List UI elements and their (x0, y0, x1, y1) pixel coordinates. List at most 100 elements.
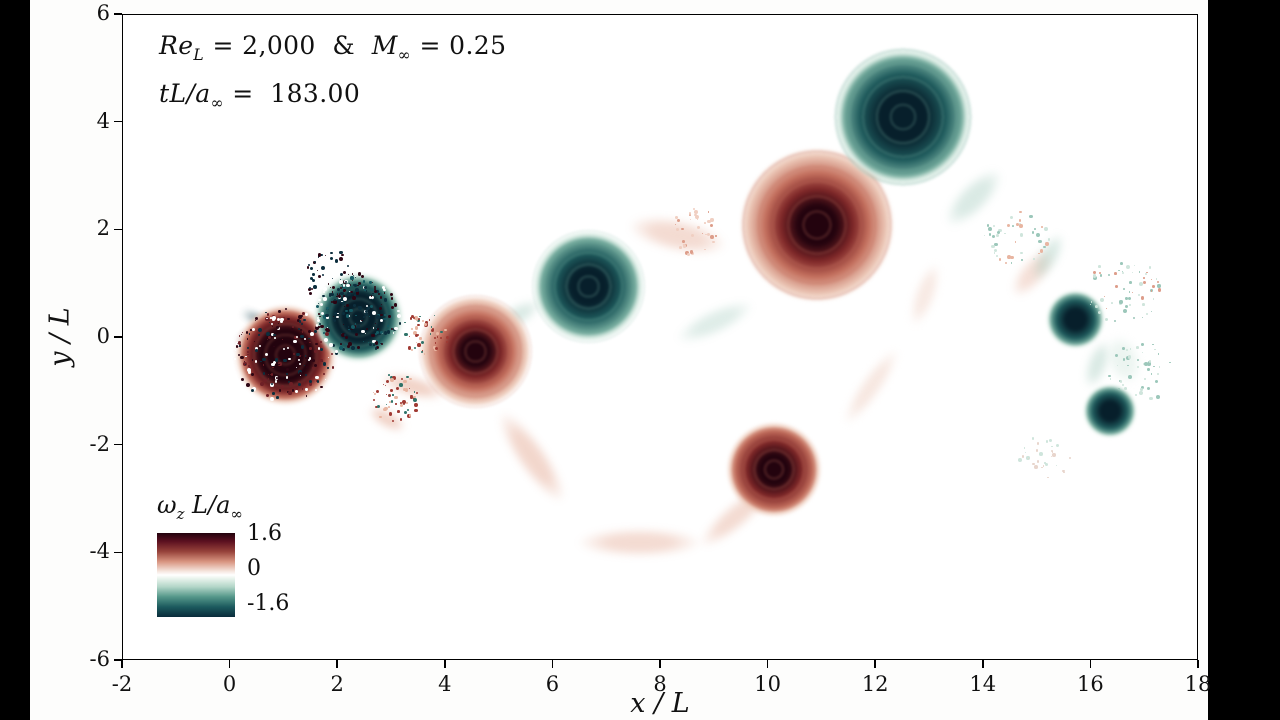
colorbar-tick-zero: 0 (247, 556, 261, 581)
turbulence-speckle (251, 359, 254, 361)
turbulence-speckle (318, 322, 321, 325)
turbulence-speckle (1047, 237, 1051, 241)
turbulence-speckle (681, 227, 684, 231)
turbulence-speckle (376, 330, 380, 334)
turbulence-speckle (373, 340, 377, 343)
time-subscript: ∞ (210, 94, 224, 112)
turbulence-speckle (352, 274, 354, 277)
turbulence-speckle (1023, 447, 1026, 449)
turbulence-speckle (354, 277, 357, 279)
turbulence-speckle (1047, 476, 1050, 479)
turbulence-speckle (355, 291, 360, 296)
turbulence-speckle (681, 240, 685, 243)
turbulence-speckle (343, 297, 348, 301)
turbulence-speckle (252, 387, 256, 392)
turbulence-speckle (364, 285, 368, 289)
turbulence-speckle (303, 382, 306, 384)
turbulence-speckle (345, 343, 348, 346)
turbulence-speckle (267, 373, 270, 376)
turbulence-speckle (286, 376, 289, 379)
turbulence-speckle (389, 378, 394, 382)
turbulence-speckle (712, 240, 715, 244)
vorticity-wisp (476, 388, 588, 525)
turbulence-speckle (339, 345, 344, 350)
turbulence-speckle (425, 321, 428, 324)
turbulence-speckle (419, 315, 421, 318)
turbulence-speckle (371, 296, 375, 300)
y-tick-label: 4 (96, 108, 110, 133)
turbulence-speckle (352, 279, 354, 281)
turbulence-speckle (1019, 232, 1024, 237)
vortex-spiral-rings (725, 421, 823, 519)
turbulence-speckle (1122, 347, 1126, 350)
turbulence-speckle (372, 281, 374, 284)
turbulence-speckle (397, 314, 402, 319)
turbulence-speckle (384, 331, 388, 335)
turbulence-speckle (272, 392, 276, 396)
turbulence-speckle (390, 389, 393, 393)
turbulence-speckle (1144, 377, 1147, 380)
turbulence-speckle (1038, 239, 1043, 244)
turbulence-speckle (1089, 304, 1091, 306)
turbulence-speckle (298, 315, 303, 320)
turbulence-speckle (374, 333, 377, 336)
turbulence-speckle (1127, 364, 1129, 366)
turbulence-speckle (998, 228, 1002, 233)
turbulence-speckle (387, 325, 390, 328)
turbulence-speckle (372, 391, 375, 394)
turbulence-speckle (339, 287, 342, 290)
turbulence-speckle (309, 266, 314, 270)
turbulence-speckle (343, 334, 346, 337)
turbulence-speckle (674, 216, 678, 219)
turbulence-speckle (689, 212, 692, 215)
turbulence-speckle (374, 287, 377, 290)
turbulence-speckle (403, 321, 406, 324)
turbulence-speckle (298, 319, 302, 323)
turbulence-speckle (362, 279, 366, 283)
turbulence-speckle (329, 256, 333, 260)
turbulence-speckle (285, 368, 289, 372)
turbulence-speckle (710, 235, 714, 239)
turbulence-speckle (1125, 356, 1130, 361)
turbulence-speckle (342, 257, 345, 259)
turbulence-speckle (300, 344, 305, 349)
turbulence-speckle (1119, 300, 1123, 304)
turbulence-speckle (1032, 462, 1035, 465)
turbulence-speckle (378, 332, 381, 336)
turbulence-speckle (276, 317, 280, 321)
vortex (1045, 289, 1105, 349)
turbulence-speckle (359, 319, 362, 322)
turbulence-speckle (1152, 343, 1155, 346)
turbulence-speckle (265, 311, 267, 314)
turbulence-speckle (431, 328, 435, 332)
turbulence-speckle (273, 334, 276, 337)
turbulence-speckle (1124, 386, 1128, 390)
turbulence-speckle (402, 400, 407, 405)
reynolds-value: = 2,000 & (204, 31, 372, 60)
turbulence-speckle (281, 339, 284, 341)
turbulence-speckle (1031, 231, 1034, 234)
turbulence-speckle (370, 305, 374, 309)
turbulence-speckle (1151, 285, 1155, 289)
turbulence-speckle (317, 318, 321, 322)
turbulence-speckle (996, 254, 999, 257)
turbulence-speckle (309, 379, 313, 383)
turbulence-speckle (402, 403, 405, 406)
turbulence-speckle (276, 377, 279, 379)
turbulence-speckle (1019, 211, 1022, 214)
turbulence-speckle (332, 285, 336, 289)
reynolds-symbol: Re (159, 31, 194, 60)
turbulence-speckle (341, 332, 346, 337)
turbulence-speckle (317, 316, 320, 319)
turbulence-speckle (436, 336, 439, 338)
turbulence-speckle (1122, 270, 1124, 273)
turbulence-speckle (341, 347, 345, 351)
turbulence-speckle (410, 327, 414, 331)
turbulence-speckle (309, 359, 312, 361)
turbulence-speckle (391, 327, 394, 330)
turbulence-speckle (993, 252, 995, 254)
y-tick-label: -6 (89, 647, 110, 671)
turbulence-speckle (235, 350, 237, 352)
turbulence-speckle (385, 317, 388, 320)
turbulence-speckle (1120, 262, 1124, 266)
